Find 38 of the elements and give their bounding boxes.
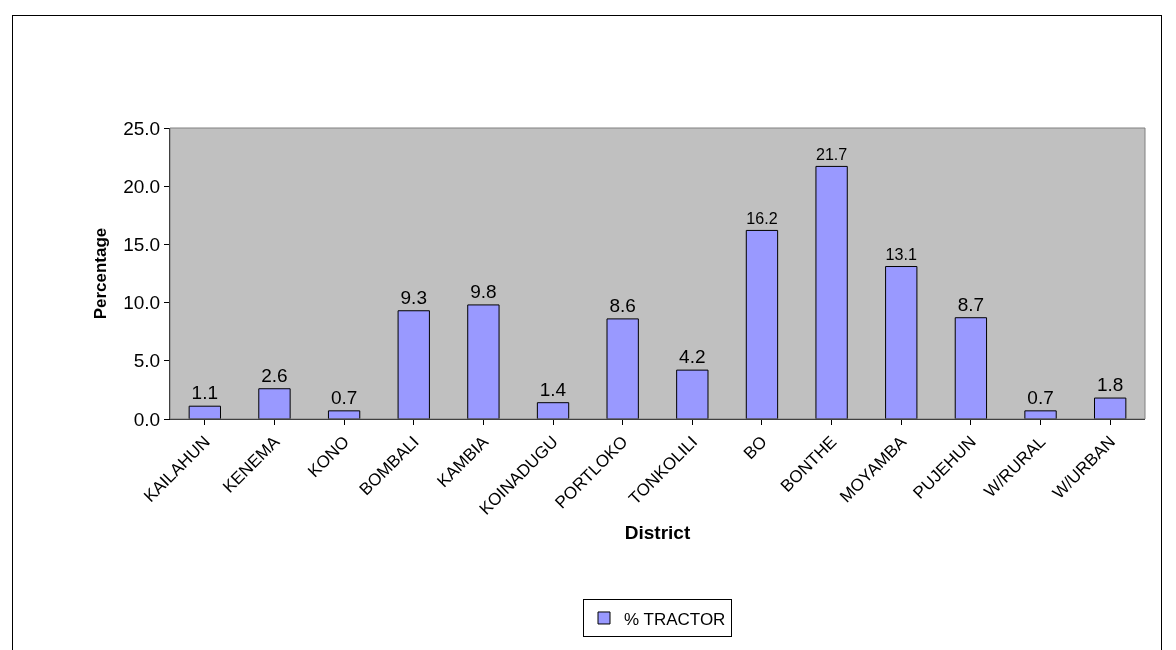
data-label: 0.7 bbox=[1027, 386, 1054, 408]
bar bbox=[815, 165, 848, 419]
x-axis-title: District bbox=[624, 522, 691, 544]
data-label: 1.4 bbox=[539, 378, 567, 400]
x-tick-label: BO bbox=[740, 432, 771, 464]
y-axis-title: Percentage bbox=[90, 227, 110, 320]
data-label: 21.7 bbox=[815, 145, 848, 164]
data-label: 2.6 bbox=[261, 364, 288, 386]
bar bbox=[1024, 410, 1057, 419]
bar bbox=[885, 266, 918, 419]
data-label: 1.1 bbox=[191, 382, 219, 404]
y-tick-label: 0.0 bbox=[133, 408, 161, 430]
bar bbox=[258, 388, 291, 419]
y-tick-label: 15.0 bbox=[123, 234, 161, 256]
data-label: 9.3 bbox=[400, 286, 427, 308]
data-label: 0.7 bbox=[330, 386, 358, 408]
bar bbox=[745, 229, 779, 419]
bar bbox=[606, 318, 639, 419]
y-tick-label: 5.0 bbox=[133, 350, 161, 372]
data-label: 4.2 bbox=[679, 346, 706, 368]
y-tick-label: 25.0 bbox=[123, 117, 161, 139]
bar bbox=[676, 369, 709, 419]
data-label: 8.7 bbox=[957, 293, 985, 315]
data-label: 16.2 bbox=[746, 209, 778, 228]
y-tick-label: 20.0 bbox=[123, 175, 161, 197]
y-tick-label: 10.0 bbox=[123, 292, 161, 314]
bar bbox=[536, 402, 570, 419]
data-label: 1.8 bbox=[1096, 374, 1124, 396]
bar bbox=[327, 410, 361, 419]
data-label: 8.6 bbox=[609, 294, 636, 316]
data-label: 9.8 bbox=[470, 280, 497, 302]
bar bbox=[1094, 397, 1127, 419]
bar bbox=[954, 317, 988, 419]
bar bbox=[397, 310, 430, 419]
data-label: 13.1 bbox=[885, 245, 917, 264]
legend-label: % TRACTOR bbox=[624, 609, 726, 629]
bar bbox=[467, 304, 500, 419]
bar bbox=[188, 405, 221, 419]
